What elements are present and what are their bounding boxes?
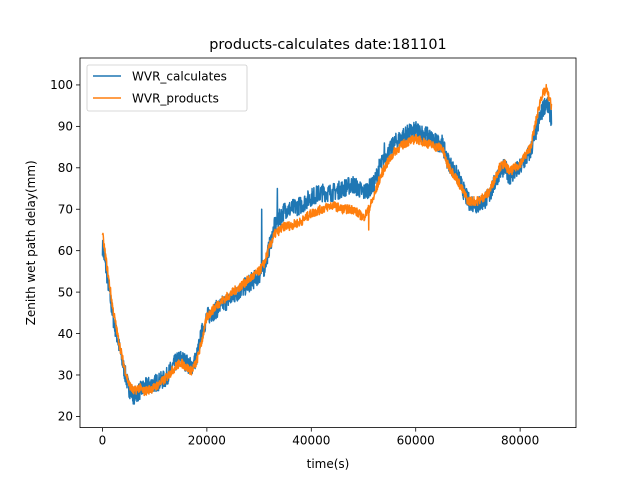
y-tick-label: 80 (58, 161, 73, 175)
x-tick-label: 0 (99, 434, 107, 448)
y-tick-label: 90 (58, 120, 73, 134)
y-tick-label: 20 (58, 410, 73, 424)
series-line-wvr-products (101, 83, 553, 397)
x-tick-label: 80000 (501, 434, 539, 448)
axes-frame (79, 57, 577, 429)
x-tick-label: 40000 (292, 434, 330, 448)
y-tick-label: 30 (58, 368, 73, 382)
y-tick-label: 100 (50, 78, 73, 92)
x-axis: 0 20000 40000 60000 80000 (99, 427, 539, 448)
legend-label-wvr-products: WVR_products (132, 92, 219, 106)
y-tick-label: 60 (58, 244, 73, 258)
chart-title: products-calculates date:181101 (209, 37, 446, 53)
legend-label-wvr-calculates: WVR_calculates (132, 70, 227, 84)
y-tick-label: 50 (58, 285, 73, 299)
y-tick-label: 40 (58, 327, 73, 341)
y-axis-label: Zenith wet path delay(mm) (24, 160, 38, 325)
x-tick-label: 60000 (397, 434, 435, 448)
x-tick-label: 20000 (188, 434, 226, 448)
y-axis: 20 30 40 50 60 70 80 90 100 (50, 78, 80, 424)
x-axis-label: time(s) (307, 457, 350, 471)
plot-area (101, 83, 553, 405)
legend: WVR_calculates WVR_products (86, 64, 248, 112)
legend-box (86, 64, 248, 112)
y-tick-label: 70 (58, 203, 73, 217)
